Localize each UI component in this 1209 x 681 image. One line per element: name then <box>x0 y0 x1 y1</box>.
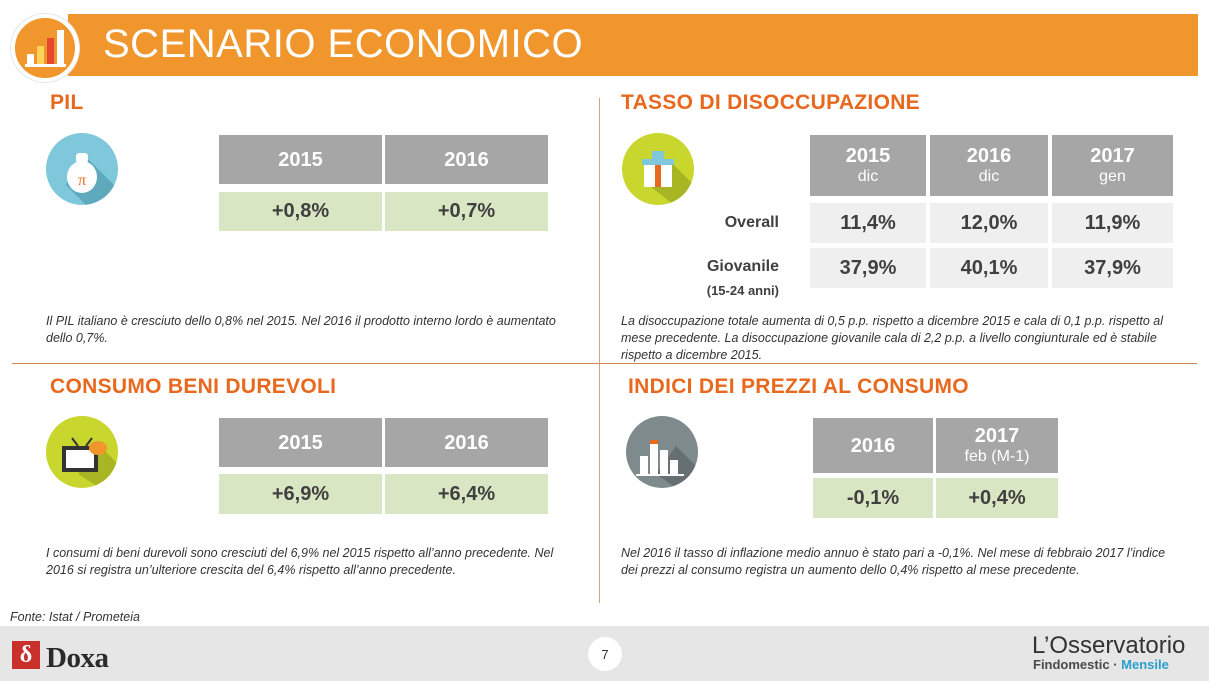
consumo-col-2015: 2015 <box>219 418 382 467</box>
gift-box-icon <box>622 133 694 205</box>
disoccupazione-col-2015: 2015 dic <box>810 135 926 196</box>
pil-col-2016: 2016 <box>385 135 548 184</box>
bar-chart-icon <box>25 30 66 67</box>
pil-value-2015: +0,8% <box>219 192 382 231</box>
money-bag-icon: π <box>46 133 118 205</box>
giovanile-value-2015: 37,9% <box>810 248 926 288</box>
prezzi-note: Nel 2016 il tasso di inflazione medio an… <box>621 546 1166 577</box>
city-chart-icon <box>626 416 698 488</box>
doxa-brand: Doxa <box>46 642 109 674</box>
page-title: SCENARIO ECONOMICO <box>103 22 584 66</box>
col-year: 2015 <box>845 144 891 167</box>
brand-mensile: Mensile <box>1121 657 1169 672</box>
doxa-logo-icon: δ <box>12 641 40 669</box>
row-label-giovanile: Giovanile <box>706 258 779 275</box>
col-month: dic <box>857 167 879 185</box>
disoccupazione-col-2017: 2017 gen <box>1052 135 1173 196</box>
row-label-overall: Overall <box>724 214 779 231</box>
disoccupazione-col-2016: 2016 dic <box>930 135 1048 196</box>
prezzi-title: INDICI DEI PREZZI AL CONSUMO <box>628 375 969 398</box>
prezzi-col-2016: 2016 <box>813 418 933 473</box>
horizontal-divider <box>12 363 1197 364</box>
col-year: 2016 <box>966 144 1012 167</box>
giovanile-value-2016: 40,1% <box>930 248 1048 288</box>
prezzi-value-2016: -0,1% <box>813 478 933 518</box>
prezzi-value-2017: +0,4% <box>936 478 1058 518</box>
pil-note: Il PIL italiano è cresciuto dello 0,8% n… <box>46 314 556 345</box>
overall-value-2016: 12,0% <box>930 203 1048 243</box>
overall-value-2017: 11,9% <box>1052 203 1173 243</box>
osservatorio-title: L’Osservatorio <box>1032 632 1186 659</box>
col-month: feb (M-1) <box>964 447 1030 465</box>
row-sublabel-giovanile: (15-24 anni) <box>706 283 779 298</box>
consumo-col-2016: 2016 <box>385 418 548 467</box>
source-note: Fonte: Istat / Prometeia <box>10 610 140 624</box>
consumo-title: CONSUMO BENI DUREVOLI <box>50 375 337 398</box>
col-year: 2017 <box>974 424 1020 447</box>
brand-separator: · <box>1109 657 1122 672</box>
consumo-value-2015: +6,9% <box>219 474 382 514</box>
header-banner <box>68 14 1198 76</box>
col-month: gen <box>1099 167 1126 185</box>
disoccupazione-title: TASSO DI DISOCCUPAZIONE <box>621 91 920 114</box>
giovanile-value-2017: 37,9% <box>1052 248 1173 288</box>
pil-value-2016: +0,7% <box>385 192 548 231</box>
header-logo <box>11 14 79 82</box>
overall-value-2015: 11,4% <box>810 203 926 243</box>
col-year: 2017 <box>1090 144 1135 167</box>
tv-icon <box>46 416 118 488</box>
osservatorio-subtitle: Findomestic · Mensile <box>1033 657 1169 672</box>
col-month: dic <box>978 167 1000 185</box>
consumo-value-2016: +6,4% <box>385 474 548 514</box>
page-number: 7 <box>588 637 622 671</box>
brand-findomestic: Findomestic <box>1033 657 1110 672</box>
disoccupazione-note: La disoccupazione totale aumenta di 0,5 … <box>621 314 1164 362</box>
svg-text:π: π <box>78 172 86 189</box>
vertical-divider <box>599 98 600 603</box>
col-year: 2016 <box>850 434 896 457</box>
pil-col-2015: 2015 <box>219 135 382 184</box>
prezzi-col-2017: 2017 feb (M-1) <box>936 418 1058 473</box>
pil-title: PIL <box>50 91 84 114</box>
consumo-note: I consumi di beni durevoli sono cresciut… <box>46 546 554 577</box>
